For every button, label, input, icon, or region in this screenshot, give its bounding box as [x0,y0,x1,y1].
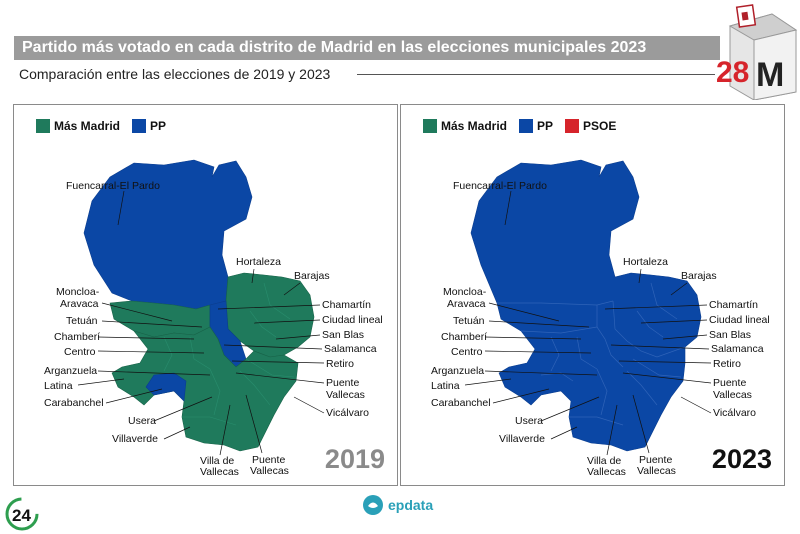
label-chamartin: Chamartín [709,299,758,311]
label-vicalvaro: Vicálvaro [326,407,369,419]
label-villa-vallecas-1: Villa de [587,455,621,467]
year-label: 2019 [324,444,385,474]
label-barajas: Barajas [294,270,330,282]
label-hortaleza: Hortaleza [236,256,281,268]
label-centro: Centro [451,346,483,358]
legend-label: PP [150,119,167,133]
legend-item-pp: PP [519,119,553,133]
district-borders [163,282,295,426]
label-latina: Latina [431,380,460,392]
label-arganzuela: Arganzuela [431,365,484,377]
legend-item-mas-madrid: Más Madrid [423,119,507,133]
label-fuencarral: Fuencarral-El Pardo [66,180,160,192]
label-villa-vallecas-2: Vallecas [587,466,626,478]
label-villaverde: Villaverde [499,433,545,445]
legend-item-psoe: PSOE [565,119,616,133]
legend-swatch [519,119,534,133]
label-carabanchel: Carabanchel [431,397,491,409]
label-puente-vallecas-2: Vallecas [326,389,365,401]
label-hortaleza: Hortaleza [623,256,668,268]
label-moncloa-1: Moncloa- [443,286,487,298]
label-chamartin: Chamartín [322,299,371,311]
label-puente-vallecas-s1: Puente [639,454,672,466]
madrid-all-districts-pp [470,159,702,452]
district-centro-south [111,326,299,452]
label-arganzuela: Arganzuela [44,365,97,377]
label-san-blas: San Blas [709,329,751,341]
label-moncloa-2: Aravaca [447,298,486,310]
subtitle-rule [357,74,715,75]
epdata-logo: epdata [362,494,433,516]
label-chamberi: Chamberí [441,331,487,343]
label-vicalvaro: Vicálvaro [713,407,756,419]
legend-swatch [36,119,50,133]
district-carabanchel [145,372,187,402]
district-borders [497,282,686,426]
page-title: Partido más votado en cada distrito de M… [22,39,647,56]
map-panel-2023: Más Madrid PP PSOE Fuencarral-El Pardo H… [400,104,785,486]
legend: Más Madrid PP [36,119,166,133]
district-fuencarral-el-pardo [83,159,253,310]
label-puente-vallecas-2: Vallecas [713,389,752,401]
ballot-box-logo: 28 M [716,4,798,100]
label-usera: Usera [128,415,156,427]
legend-item-pp: PP [132,119,166,133]
title-bar [14,36,720,60]
label-tetuan: Tetuán [66,315,98,327]
legend-label: PSOE [583,119,617,133]
label-puente-vallecas-1: Puente [326,377,359,389]
legend-swatch [565,119,580,133]
24h-logo: 24 [5,497,39,531]
legend-label: Más Madrid [54,119,121,133]
source-label: epdata [388,497,434,513]
year-label: 2023 [711,444,772,474]
label-chamberi: Chamberí [54,331,100,343]
district-labels: Fuencarral-El Pardo Hortaleza Barajas Mo… [44,180,383,478]
label-salamanca: Salamanca [324,343,377,355]
label-retiro: Retiro [713,358,741,370]
legend: Más Madrid PP PSOE [423,119,616,133]
label-villa-vallecas-1: Villa de [200,455,234,467]
label-latina: Latina [44,380,73,392]
label-villaverde: Villaverde [112,433,158,445]
label-villa-vallecas-2: Vallecas [200,466,239,478]
label-centro: Centro [64,346,96,358]
label-fuencarral: Fuencarral-El Pardo [453,180,547,192]
label-usera: Usera [515,415,543,427]
label-puente-vallecas-s1: Puente [252,454,285,466]
label-tetuan: Tetuán [453,315,485,327]
badge-text: 24 [12,506,31,525]
label-ciudad-lineal: Ciudad lineal [322,314,383,326]
page-subtitle: Comparación entre las elecciones de 2019… [19,66,331,82]
label-puente-vallecas-s2: Vallecas [637,465,676,477]
logo-letter: M [756,56,784,94]
madrid-district-map: Fuencarral-El Pardo Hortaleza Barajas Mo… [431,159,770,478]
district-labels: Fuencarral-El Pardo Hortaleza Barajas Mo… [431,180,770,478]
legend-label: Más Madrid [441,119,508,133]
label-san-blas: San Blas [322,329,364,341]
label-retiro: Retiro [326,358,354,370]
label-ciudad-lineal: Ciudad lineal [709,314,770,326]
epdata-icon [363,495,383,515]
label-puente-vallecas-s2: Vallecas [250,465,289,477]
legend-label: PP [537,119,554,133]
legend-item-mas-madrid: Más Madrid [36,119,120,133]
label-puente-vallecas-1: Puente [713,377,746,389]
label-moncloa-2: Aravaca [60,298,99,310]
logo-number: 28 [716,56,749,89]
legend-swatch [132,119,147,133]
madrid-district-map: Fuencarral-El Pardo Hortaleza Barajas Mo… [44,159,383,478]
legend-swatch [423,119,437,133]
label-barajas: Barajas [681,270,717,282]
label-moncloa-1: Moncloa- [56,286,100,298]
map-panel-2019: Más Madrid PP Fuencarral-El Pardo Horta [13,104,398,486]
label-salamanca: Salamanca [711,343,764,355]
label-carabanchel: Carabanchel [44,397,104,409]
